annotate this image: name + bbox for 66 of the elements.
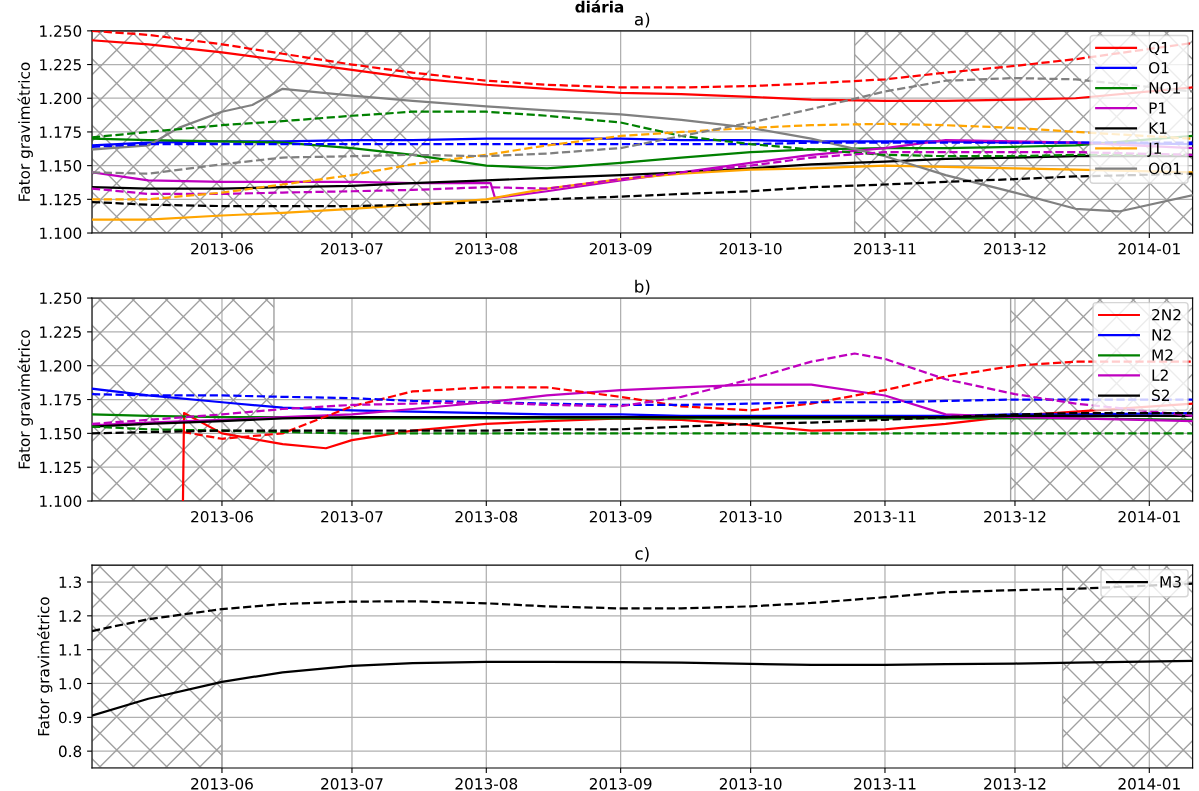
- legend-label: N2: [1152, 329, 1171, 341]
- x-tick-label: 2013-12: [984, 243, 1046, 255]
- y-tick-label: 1.250: [40, 25, 82, 37]
- y-tick-label: 1.225: [40, 326, 81, 338]
- x-tick-label: 2013-08: [455, 243, 518, 255]
- x-tick-label: 2013-10: [719, 243, 782, 255]
- y-tick-label: 1.200: [40, 360, 82, 372]
- y-axis-title: Fator gravimétrico: [36, 597, 53, 736]
- line-series: [91, 425, 1193, 435]
- legend-label: NO1: [1149, 82, 1180, 94]
- legend-label: Q1: [1149, 41, 1169, 56]
- x-tick-label: 2013-11: [854, 778, 916, 790]
- legend-label: L2: [1152, 369, 1168, 381]
- x-tick-label: 2013-08: [455, 511, 518, 523]
- legend-label: OO1: [1149, 162, 1181, 175]
- legend-label: 2N2: [1152, 309, 1181, 321]
- x-tick-label: 2013-06: [191, 511, 253, 523]
- x-tick-label: 2014-01: [1118, 511, 1180, 523]
- legend-label: S2: [1152, 389, 1169, 402]
- x-tick-label: 2013-11: [854, 243, 916, 255]
- x-tick-label: 2013-07: [321, 511, 383, 523]
- x-tick-label: 2013-07: [321, 243, 383, 255]
- y-tick-label: 1.150: [40, 160, 82, 172]
- y-tick-label: 1.1: [59, 644, 81, 656]
- y-tick-label: 1.150: [40, 427, 82, 440]
- y-tick-label: 1.225: [40, 59, 81, 71]
- y-axis-title: Fator gravimétrico: [17, 330, 33, 469]
- x-tick-label: 2013-12: [984, 511, 1046, 523]
- y-tick-label: 1.0: [59, 677, 82, 690]
- y-tick-label: 1.3: [59, 576, 82, 589]
- x-tick-label: 2013-10: [719, 511, 782, 523]
- text: diária: [575, 0, 624, 13]
- legend-label: K1: [1149, 122, 1167, 134]
- x-tick-label: 2013-09: [589, 778, 652, 790]
- legend-label: P1: [1149, 102, 1166, 114]
- x-tick-label: 2013-08: [455, 778, 518, 790]
- x-tick-label: 2013-07: [321, 778, 383, 790]
- chart-title: a): [634, 12, 650, 28]
- x-tick-label: 2013-12: [984, 778, 1046, 790]
- y-tick-label: 1.125: [40, 193, 81, 206]
- x-tick-label: 2013-09: [589, 243, 652, 255]
- x-tick-label: 2013-10: [719, 778, 782, 790]
- chart-title: c): [635, 546, 649, 562]
- y-tick-label: 1.175: [40, 394, 81, 406]
- y-tick-label: 1.250: [40, 292, 82, 305]
- legend-label: M2: [1152, 349, 1173, 361]
- legend-label: M3: [1160, 576, 1181, 588]
- y-tick-label: 0.8: [58, 745, 82, 758]
- x-tick-label: 2014-01: [1118, 778, 1180, 790]
- legend-label: O1: [1149, 61, 1169, 74]
- y-tick-label: 1.2: [59, 610, 81, 622]
- x-tick-label: 2013-11: [854, 511, 916, 523]
- legend-label: J1: [1147, 142, 1161, 157]
- y-tick-label: 1.175: [40, 126, 81, 138]
- chart-title: b): [635, 279, 650, 295]
- x-tick-label: 2013-09: [589, 511, 652, 523]
- y-tick-label: 1.125: [40, 461, 81, 474]
- y-tick-label: 1.200: [40, 92, 82, 105]
- y-tick-label: 1.100: [40, 495, 82, 508]
- line-series: [91, 122, 1193, 201]
- x-tick-label: 2013-06: [191, 243, 253, 255]
- x-tick-label: 2013-06: [191, 778, 253, 790]
- x-tick-label: 2014-01: [1118, 243, 1180, 255]
- y-axis-title: Fator gravimétrico: [17, 62, 33, 201]
- y-tick-label: 1.100: [40, 227, 82, 240]
- y-tick-label: 0.9: [58, 711, 82, 724]
